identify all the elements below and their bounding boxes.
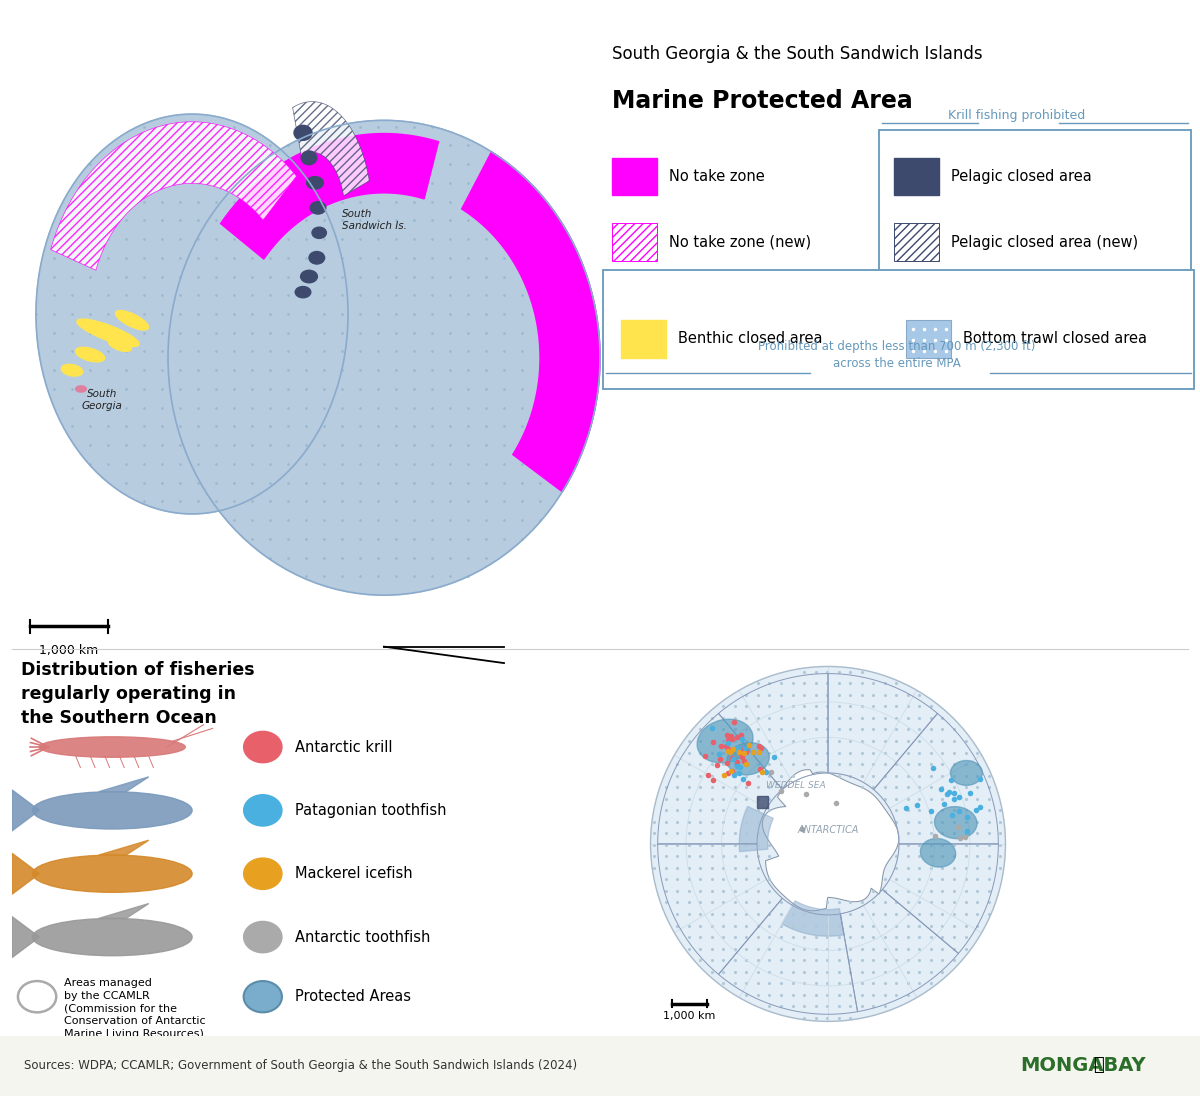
Text: Areas managed
by the CCAMLR
(Commission for the
Conservation of Antarctic
Marine: Areas managed by the CCAMLR (Commission … [65, 978, 206, 1039]
Bar [612, 158, 658, 195]
Circle shape [18, 981, 56, 1013]
Text: WEDDEL SEA: WEDDEL SEA [767, 780, 826, 790]
Ellipse shape [294, 125, 312, 140]
FancyBboxPatch shape [878, 129, 1190, 295]
Text: Prohibited at depths less than 700 m (2,300 ft)
across the entire MPA: Prohibited at depths less than 700 m (2,… [758, 340, 1036, 370]
Text: MONGABAY: MONGABAY [1020, 1057, 1146, 1075]
Ellipse shape [76, 347, 104, 362]
Ellipse shape [76, 386, 86, 392]
Ellipse shape [312, 227, 326, 239]
Ellipse shape [40, 737, 185, 757]
Bar [757, 796, 768, 809]
Text: No take zone: No take zone [670, 169, 764, 184]
FancyBboxPatch shape [604, 271, 1194, 389]
Text: Pelagic closed area (new): Pelagic closed area (new) [952, 235, 1138, 250]
Ellipse shape [115, 310, 149, 330]
Polygon shape [12, 916, 40, 958]
Ellipse shape [32, 918, 192, 956]
Polygon shape [462, 152, 600, 492]
Circle shape [244, 731, 282, 763]
Text: Patagonian toothfish: Patagonian toothfish [295, 803, 446, 818]
Ellipse shape [77, 319, 139, 346]
Polygon shape [12, 790, 40, 831]
Ellipse shape [727, 743, 769, 775]
Text: Mackerel icefish: Mackerel icefish [295, 866, 413, 881]
Text: 1,000 km: 1,000 km [40, 643, 98, 657]
Ellipse shape [32, 855, 192, 892]
Bar [894, 224, 940, 261]
Bar [894, 158, 940, 195]
Text: Protected Areas: Protected Areas [295, 990, 410, 1004]
Polygon shape [12, 853, 40, 894]
Polygon shape [98, 841, 149, 855]
Ellipse shape [32, 791, 192, 829]
Polygon shape [50, 122, 296, 271]
Text: South Georgia & the South Sandwich Islands: South Georgia & the South Sandwich Islan… [612, 45, 983, 64]
Text: Benthic closed area: Benthic closed area [678, 331, 822, 346]
Polygon shape [739, 807, 773, 852]
Circle shape [244, 981, 282, 1013]
Text: No take zone (new): No take zone (new) [670, 235, 811, 250]
Text: South
Sandwich Is.: South Sandwich Is. [342, 209, 407, 231]
Text: Antarctic krill: Antarctic krill [295, 740, 392, 754]
Polygon shape [762, 769, 899, 911]
Ellipse shape [920, 838, 955, 867]
Text: Krill fishing prohibited: Krill fishing prohibited [948, 109, 1086, 122]
Text: Sources: WDPA; CCAMLR; Government of South Georgia & the South Sandwich Islands : Sources: WDPA; CCAMLR; Government of Sou… [24, 1060, 577, 1072]
Polygon shape [98, 777, 149, 791]
Ellipse shape [310, 252, 324, 264]
Text: Distribution of fisheries
regularly operating in
the Southern Ocean: Distribution of fisheries regularly oper… [22, 661, 254, 727]
Text: Pelagic closed area: Pelagic closed area [952, 169, 1092, 184]
Ellipse shape [301, 151, 317, 164]
Ellipse shape [108, 339, 132, 352]
Ellipse shape [301, 271, 317, 283]
Text: Bottom trawl closed area: Bottom trawl closed area [964, 331, 1147, 346]
Ellipse shape [935, 807, 977, 838]
Ellipse shape [61, 364, 83, 376]
Ellipse shape [310, 202, 326, 214]
Ellipse shape [168, 121, 600, 595]
Bar [612, 224, 658, 261]
Bar [906, 320, 952, 357]
Ellipse shape [697, 719, 754, 763]
Ellipse shape [36, 114, 348, 514]
Polygon shape [782, 901, 844, 936]
Circle shape [244, 795, 282, 826]
Text: ANTARCTICA: ANTARCTICA [797, 824, 859, 835]
Ellipse shape [950, 761, 983, 786]
Polygon shape [98, 903, 149, 918]
Ellipse shape [295, 286, 311, 298]
Text: 1,000 km: 1,000 km [664, 1011, 715, 1020]
Circle shape [244, 858, 282, 889]
Text: Marine Protected Area: Marine Protected Area [612, 89, 913, 113]
Text: 🌿: 🌿 [1093, 1055, 1103, 1074]
Polygon shape [293, 102, 370, 196]
Text: Antarctic toothfish: Antarctic toothfish [295, 929, 430, 945]
Bar [622, 320, 666, 357]
Circle shape [650, 666, 1006, 1021]
Circle shape [244, 922, 282, 952]
Polygon shape [221, 134, 438, 259]
Text: South
Georgia: South Georgia [82, 389, 122, 411]
Ellipse shape [307, 176, 324, 190]
